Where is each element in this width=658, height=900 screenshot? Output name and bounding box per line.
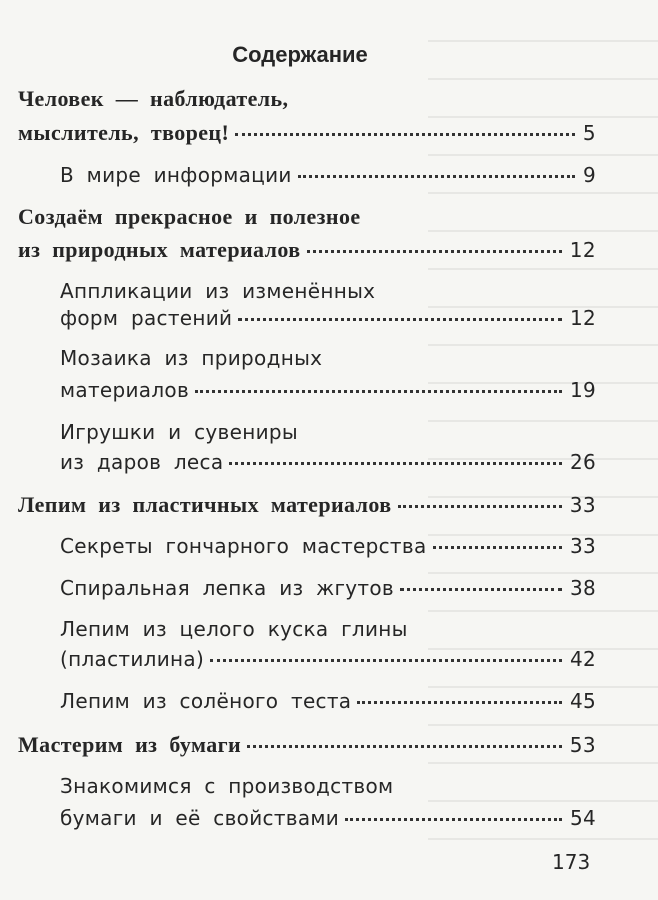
- toc-entry-line: Игрушки и сувениры: [60, 420, 596, 450]
- dot-leader: [229, 462, 562, 465]
- toc-entry-line: Спиральная лепка из жгутов 38: [60, 576, 596, 606]
- toc-entry-text: из природных материалов: [18, 237, 301, 262]
- toc-entry-line: Лепим из пластичных материалов 33: [18, 492, 596, 522]
- toc-entry-text: Человек — наблюдатель,: [18, 86, 289, 111]
- toc-entry-line: форм растений 12: [60, 306, 596, 336]
- toc-entry-line: Человек — наблюдатель,: [18, 86, 596, 116]
- toc-entry-line: Создаём прекрасное и полезное: [18, 204, 596, 234]
- toc-entry-text: Знакомимся с производством: [60, 774, 394, 798]
- toc-entry-line: бумаги и её свойствами 54: [60, 806, 596, 836]
- toc-entry-text: мыслитель, творец!: [18, 120, 230, 145]
- toc-entry-text: материалов: [60, 378, 190, 402]
- toc-entry-text: из даров леса: [60, 450, 224, 474]
- toc-entry-text: Лепим из пластичных материалов: [18, 492, 392, 517]
- toc-page-number: 38: [569, 576, 596, 600]
- dot-leader: [397, 505, 562, 508]
- toc-page-number: 9: [582, 163, 596, 187]
- toc-page-number: 53: [569, 733, 596, 757]
- toc-entry-line: мыслитель, творец! 5: [18, 120, 596, 150]
- toc-entry-text: Мастерим из бумаги: [18, 732, 242, 757]
- toc-entry-line: Мастерим из бумаги 53: [18, 732, 596, 762]
- dot-leader: [357, 701, 562, 704]
- bleed-through: [428, 40, 658, 840]
- toc-entry-text: Лепим из солёного теста: [60, 689, 352, 713]
- toc-entry-line: Мозаика из природных: [60, 346, 596, 376]
- toc-entry-text: Мозаика из природных: [60, 346, 323, 370]
- toc-entry-text: бумаги и её свойствами: [60, 806, 340, 830]
- toc-page-number: 5: [582, 121, 596, 145]
- dot-leader: [210, 659, 562, 662]
- toc-entry-text: Игрушки и сувениры: [60, 420, 298, 444]
- dot-leader: [247, 745, 562, 748]
- toc-page-number: 33: [569, 493, 596, 517]
- toc-entry-line: В мире информации 9: [60, 163, 596, 193]
- toc-page-number: 12: [569, 238, 596, 262]
- toc-entry-line: Лепим из целого куска глины: [60, 617, 596, 647]
- toc-entry-line: из даров леса 26: [60, 450, 596, 480]
- dot-leader: [399, 588, 562, 591]
- dot-leader: [432, 546, 562, 549]
- toc-entry-line: Лепим из солёного теста 45: [60, 689, 596, 719]
- dot-leader: [238, 318, 562, 321]
- toc-page-number: 45: [569, 689, 596, 713]
- toc-page-number: 12: [569, 306, 596, 330]
- toc-page-number: 54: [569, 806, 596, 830]
- toc-entry-line: (пластилина) 42: [60, 647, 596, 677]
- dot-leader: [345, 818, 562, 821]
- toc-page-number: 19: [569, 378, 596, 402]
- toc-entry-text: Аппликации из изменённых: [60, 279, 376, 303]
- toc-entry-text: Создаём прекрасное и полезное: [18, 204, 361, 229]
- dot-leader: [195, 390, 562, 393]
- toc-entry-line: Секреты гончарного мастерства 33: [60, 534, 596, 564]
- toc-entry-line: из природных материалов 12: [18, 237, 596, 267]
- toc-entry-line: материалов 19: [60, 378, 596, 408]
- toc-page-number: 26: [569, 450, 596, 474]
- dot-leader: [235, 133, 575, 136]
- toc-page-number: 33: [569, 534, 596, 558]
- toc-entry-text: Лепим из целого куска глины: [60, 617, 408, 641]
- toc-entry-text: В мире информации: [60, 163, 292, 187]
- page-title: Содержание: [232, 42, 368, 67]
- toc-page-number: 42: [569, 647, 596, 671]
- toc-entry-text: Секреты гончарного мастерства: [60, 534, 427, 558]
- toc-entry-text: (пластилина): [60, 647, 205, 671]
- dot-leader: [306, 250, 562, 253]
- dot-leader: [297, 175, 575, 178]
- page-number: 173: [552, 850, 591, 874]
- toc-entry-text: форм растений: [60, 306, 233, 330]
- toc-entry-line: Аппликации из изменённых: [60, 279, 596, 309]
- toc-entry-text: Спиральная лепка из жгутов: [60, 576, 394, 600]
- toc-entry-line: Знакомимся с производством: [60, 774, 596, 804]
